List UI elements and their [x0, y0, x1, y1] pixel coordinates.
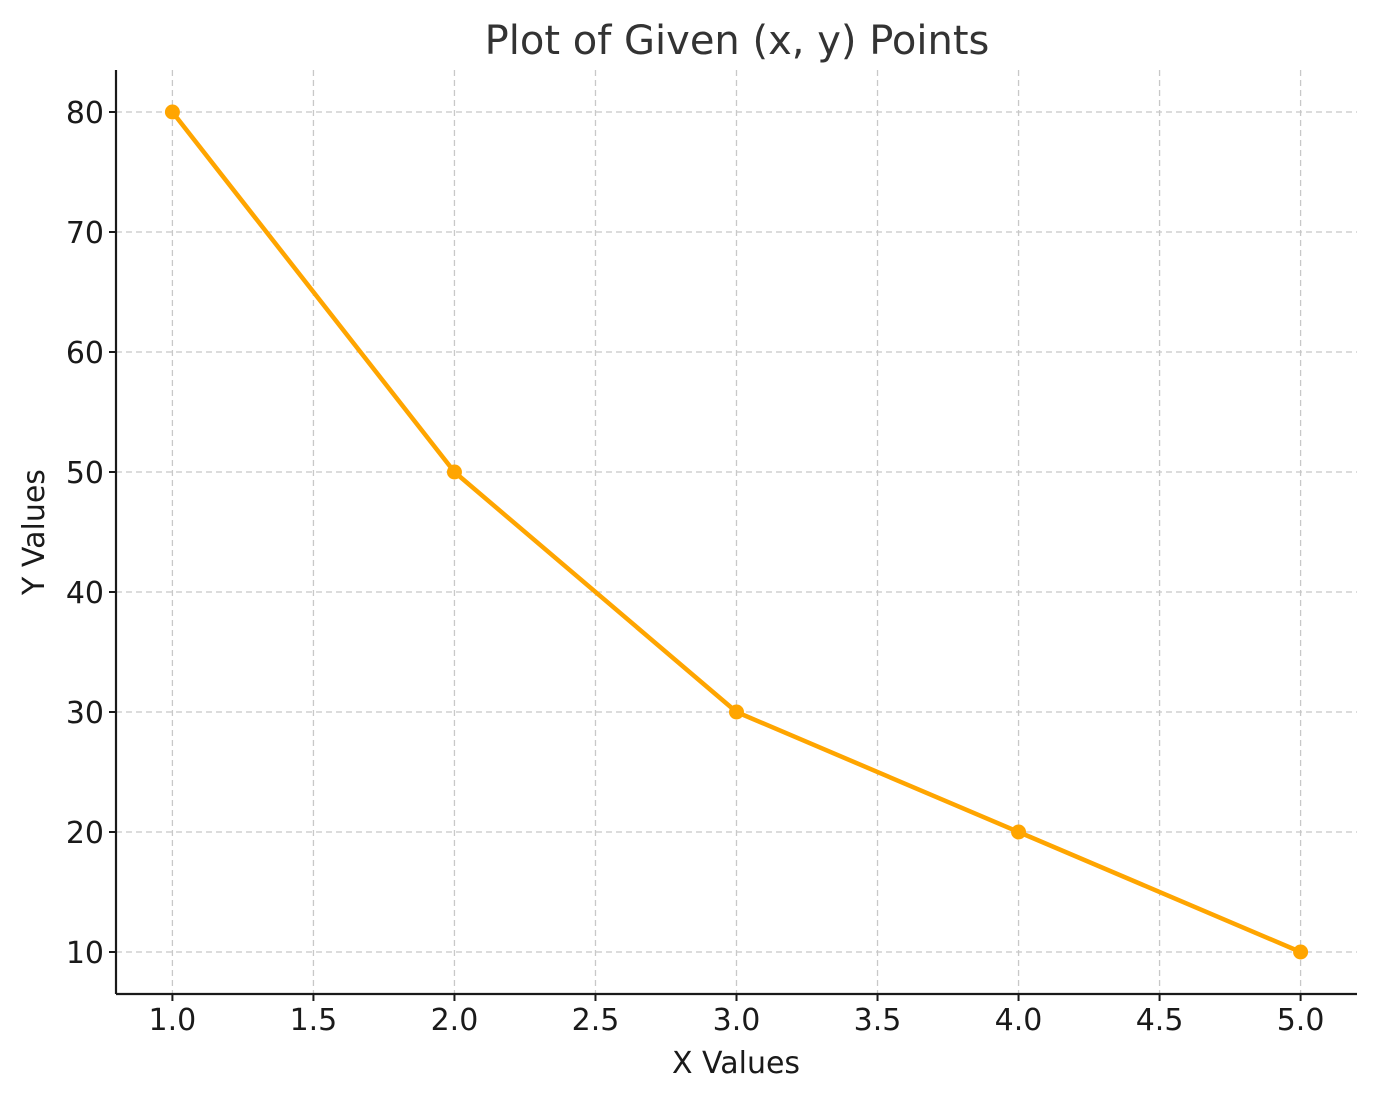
data-point	[1293, 944, 1309, 960]
data-point	[446, 464, 462, 480]
y-tick-label: 20	[66, 816, 104, 851]
x-tick-label: 4.0	[995, 1003, 1043, 1038]
series	[164, 104, 1309, 960]
x-tick-label: 5.0	[1277, 1003, 1325, 1038]
data-point	[729, 704, 744, 720]
chart-title: Plot of Given (x, y) Points	[485, 18, 990, 64]
x-tick-label: 2.0	[431, 1003, 479, 1038]
y-tick-label: 40	[66, 576, 104, 611]
y-tick-label: 60	[66, 336, 104, 371]
x-tick-label: 3.5	[854, 1003, 902, 1038]
y-axis-label: Y Values	[17, 469, 52, 596]
y-tick-label: 80	[66, 96, 104, 131]
data-point	[1011, 824, 1027, 840]
x-tick-label: 4.5	[1136, 1003, 1184, 1038]
x-tick-label: 3.0	[713, 1003, 761, 1038]
y-tick-label: 30	[66, 696, 104, 731]
x-tick-label: 1.0	[149, 1003, 197, 1038]
y-tick-label: 10	[66, 936, 104, 971]
x-axis-label: X Values	[672, 1046, 800, 1081]
data-point	[164, 104, 180, 120]
y-tick-label: 70	[66, 216, 104, 251]
ticks: 1.0 1.5 2.0 2.5 3.0 3.5 4.0 4.5 5.0 10 20 30 40 50 60 7…	[66, 96, 1325, 1038]
grid	[116, 70, 1357, 994]
x-tick-label: 2.5	[572, 1003, 620, 1038]
y-tick-label: 50	[66, 456, 104, 491]
x-tick-label: 1.5	[290, 1003, 338, 1038]
